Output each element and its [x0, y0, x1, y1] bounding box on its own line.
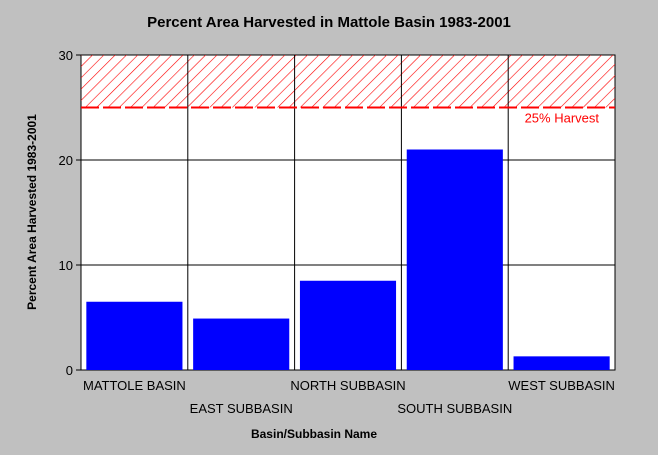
x-tick-label: NORTH SUBBASIN	[290, 378, 405, 393]
bar-south-subbasin	[406, 149, 503, 370]
bar-west-subbasin	[513, 356, 610, 370]
bar-north-subbasin	[299, 280, 397, 370]
y-tick-label: 0	[66, 363, 73, 378]
y-tick-label: 20	[59, 153, 73, 168]
y-axis-title: Percent Area Harvested 1983-2001	[25, 114, 39, 310]
y-tick-label: 10	[59, 258, 73, 273]
chart-title: Percent Area Harvested in Mattole Basin …	[147, 14, 511, 31]
threshold-layer: 25% Harvest	[81, 106, 615, 126]
bar-east-subbasin	[193, 318, 290, 370]
x-tick-layer: MATTOLE BASIN EAST SUBBASIN NORTH SUBBASIN…	[83, 378, 615, 416]
x-tick-label: SOUTH SUBBASIN	[397, 401, 512, 416]
bar-mattole-basin	[86, 301, 183, 370]
y-tick-layer: 0 10 20 30	[59, 48, 81, 378]
bar-layer	[86, 149, 610, 370]
threshold-label: 25% Harvest	[525, 111, 600, 126]
threshold-hatch-region	[81, 55, 615, 108]
x-tick-label: WEST SUBBASIN	[508, 378, 615, 393]
x-tick-label: MATTOLE BASIN	[83, 378, 186, 393]
threshold-hatch-layer	[81, 55, 615, 108]
x-axis-title: Basin/Subbasin Name	[251, 427, 377, 441]
y-tick-label: 30	[59, 48, 73, 63]
x-tick-label: EAST SUBBASIN	[190, 401, 293, 416]
